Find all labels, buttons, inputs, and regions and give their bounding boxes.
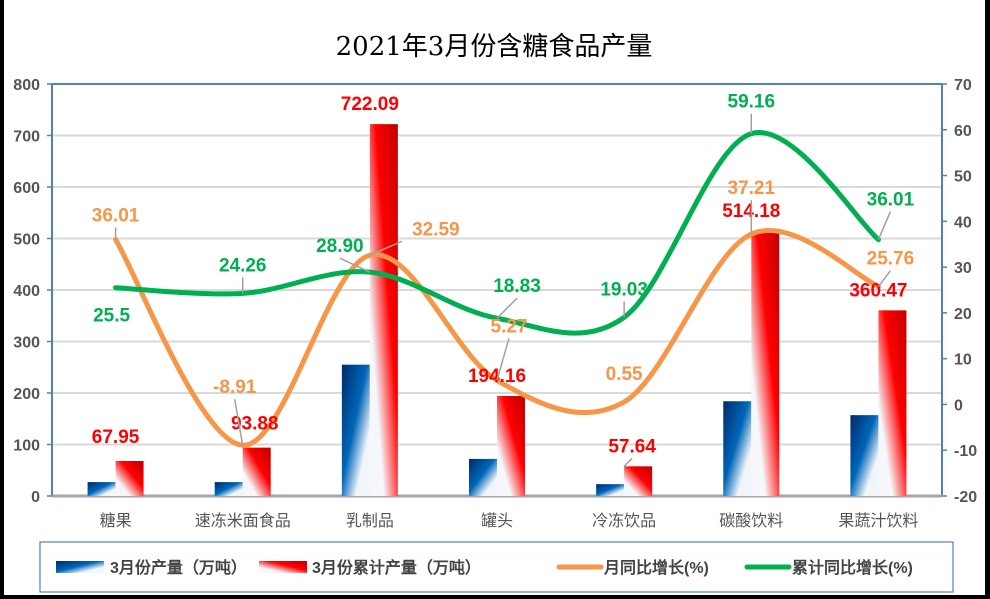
label-leader-line [877,270,892,287]
legend: 3月份产量（万吨） 3月份累计产量（万吨） 月同比增长(%) 累计同比增长(%) [39,541,954,593]
bar-cumulative-output [624,466,653,496]
label-leader-line [339,257,371,273]
data-label: 59.16 [728,92,776,113]
data-label: 18.83 [493,276,541,297]
bar-monthly-output [341,364,370,496]
data-label: 722.09 [341,94,399,115]
left-tick-label: 800 [13,77,40,94]
bar-monthly-output [87,482,116,496]
category-label: 碳酸饮料 [719,511,783,530]
data-label: 28.90 [316,236,364,257]
right-tick-label: 30 [954,260,972,277]
right-tick-label: 50 [954,169,972,186]
data-label: 36.01 [867,190,915,211]
bar-cumulative-output [369,124,398,496]
category-label: 罐头 [481,511,513,530]
left-tick-label: 200 [13,386,40,403]
data-label: 25.5 [93,306,130,327]
data-label: 57.64 [608,436,656,457]
left-tick-label: 600 [13,180,40,197]
data-label: 93.88 [231,414,279,435]
right-tick-label: 20 [954,306,972,323]
data-label: 24.26 [219,255,267,276]
data-labels: 67.9593.88722.09194.1657.64514.18360.473… [92,92,915,467]
left-tick-label: 300 [13,335,40,352]
legend-item-cumulative-output[interactable]: 3月份累计产量（万吨） [259,558,481,577]
right-tick-label: -20 [954,489,977,506]
data-label: 19.03 [600,279,648,300]
legend-label: 3月份产量（万吨） [110,558,247,577]
chart-frame: 2021年3月份含糖食品产量 0 100 200 300 400 500 600 700 800… [4,0,985,595]
right-tick-label: -10 [954,443,977,460]
legend-label: 月同比增长(%) [603,558,709,577]
category-label: 冷冻饮品 [592,511,656,530]
bar-cumulative-output [242,447,271,496]
legend-item-monthly-growth[interactable]: 月同比增长(%) [556,558,709,577]
chart: 2021年3月份含糖食品产量 0100200300400500600700800… [13,32,977,593]
category-label: 乳制品 [346,511,394,530]
label-leader-line [233,399,244,446]
bar-monthly-output [850,415,879,496]
data-label: 5.27 [491,316,528,337]
label-leader-line [623,457,633,467]
data-label: 360.47 [849,280,907,301]
bar-cumulative-output [115,461,144,496]
left-tick-label: 0 [31,489,40,506]
data-label: 37.21 [728,178,776,199]
category-label: 果蔬汁饮料 [838,511,918,530]
data-label: 36.01 [92,206,140,227]
data-label: -8.91 [213,377,257,398]
label-leader-line [496,297,518,319]
bar-cumulative-output [878,310,907,496]
category-label: 速冻米面食品 [195,511,291,530]
right-tick-label: 40 [954,214,972,231]
bar-monthly-output [214,482,243,496]
data-label: 25.76 [867,249,915,270]
bar-monthly-output [596,484,625,496]
right-tick-label: 60 [954,123,972,140]
data-label: 194.16 [468,366,526,387]
left-tick-label: 100 [13,438,40,455]
legend-label: 3月份累计产量（万吨） [312,558,481,577]
legend-item-cumulative-growth[interactable]: 累计同比增长(%) [744,558,913,577]
legend-swatch-blue [56,561,104,573]
legend-label: 累计同比增长(%) [792,558,913,577]
bar-cumulative-output [497,396,525,496]
legend-box [39,541,954,593]
bars [87,124,907,496]
left-tick-label: 700 [13,129,40,146]
label-leader-line [369,240,403,256]
right-tick-label: 70 [954,77,972,94]
line-monthly-growth [113,228,881,448]
data-label: 0.55 [606,364,643,385]
left-tick-label: 400 [13,283,40,300]
bar-monthly-output [469,458,497,496]
chart-title: 2021年3月份含糖食品产量 [336,32,653,62]
data-label: 67.95 [92,427,140,448]
legend-item-monthly-output[interactable]: 3月份产量（万吨） [56,558,247,577]
label-leader-line [877,211,892,240]
label-leader-line [496,338,510,381]
gridlines [52,83,942,446]
category-label: 糖果 [100,511,132,530]
right-tick-label: 0 [954,397,963,414]
legend-swatch-red [259,561,307,573]
data-label: 32.59 [412,219,460,240]
bar-monthly-output [723,401,752,496]
bar-cumulative-output [751,231,780,496]
right-tick-label: 10 [954,352,972,369]
left-tick-label: 500 [13,232,40,249]
